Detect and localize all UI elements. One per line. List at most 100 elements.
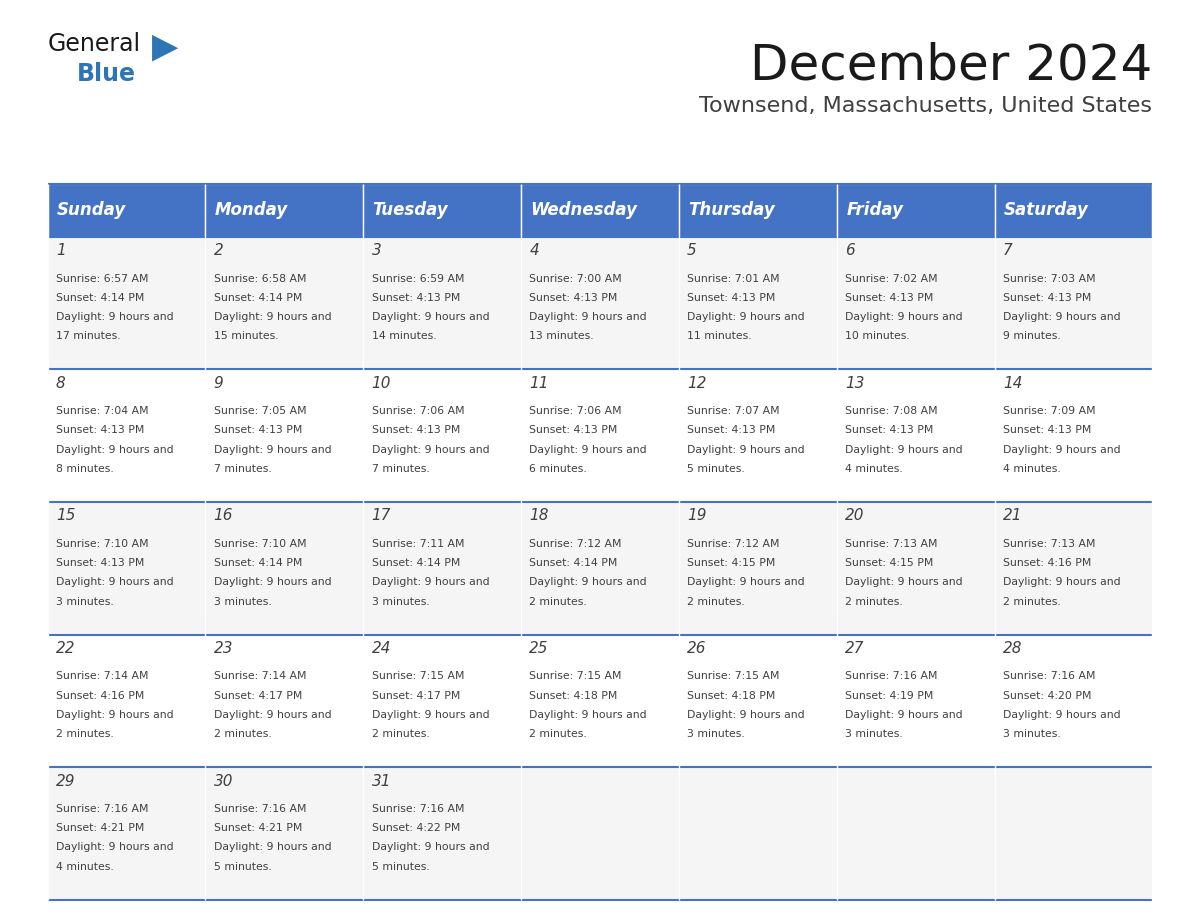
Bar <box>206 502 364 634</box>
Text: 18: 18 <box>530 509 549 523</box>
Text: 3 minutes.: 3 minutes. <box>56 597 114 607</box>
Text: 4 minutes.: 4 minutes. <box>56 862 114 871</box>
Text: 3 minutes.: 3 minutes. <box>1003 729 1061 739</box>
Text: Daylight: 9 hours and: Daylight: 9 hours and <box>1003 710 1120 720</box>
Text: Daylight: 9 hours and: Daylight: 9 hours and <box>1003 444 1120 454</box>
Text: Sunday: Sunday <box>57 201 126 219</box>
Text: 10: 10 <box>372 375 391 391</box>
Text: Daylight: 9 hours and: Daylight: 9 hours and <box>687 710 804 720</box>
Text: 29: 29 <box>56 774 75 789</box>
Bar <box>836 767 994 900</box>
Text: Sunrise: 7:15 AM: Sunrise: 7:15 AM <box>530 671 621 681</box>
Text: 4: 4 <box>530 243 539 258</box>
Text: Sunrise: 7:12 AM: Sunrise: 7:12 AM <box>530 539 621 549</box>
Text: Sunrise: 7:16 AM: Sunrise: 7:16 AM <box>845 671 937 681</box>
Polygon shape <box>152 35 178 62</box>
Text: 30: 30 <box>214 774 233 789</box>
Text: Tuesday: Tuesday <box>373 201 448 219</box>
Bar <box>994 634 1152 767</box>
Text: Sunset: 4:21 PM: Sunset: 4:21 PM <box>56 823 144 833</box>
Text: Daylight: 9 hours and: Daylight: 9 hours and <box>372 312 489 322</box>
Text: Sunset: 4:18 PM: Sunset: 4:18 PM <box>530 690 618 700</box>
Text: 16: 16 <box>214 509 233 523</box>
Bar <box>836 369 994 502</box>
Text: 3 minutes.: 3 minutes. <box>372 597 429 607</box>
Bar <box>522 502 678 634</box>
Text: 11 minutes.: 11 minutes. <box>687 331 752 341</box>
Text: 22: 22 <box>56 641 75 656</box>
Text: Daylight: 9 hours and: Daylight: 9 hours and <box>56 843 173 852</box>
Text: 8 minutes.: 8 minutes. <box>56 464 114 474</box>
Text: 5 minutes.: 5 minutes. <box>372 862 429 871</box>
Text: Sunrise: 6:59 AM: Sunrise: 6:59 AM <box>372 274 465 284</box>
Bar <box>48 184 206 237</box>
Text: Sunset: 4:19 PM: Sunset: 4:19 PM <box>845 690 934 700</box>
Text: 17: 17 <box>372 509 391 523</box>
Bar <box>48 369 206 502</box>
Text: Sunset: 4:22 PM: Sunset: 4:22 PM <box>372 823 460 833</box>
Text: 9 minutes.: 9 minutes. <box>1003 331 1061 341</box>
Text: Sunrise: 7:10 AM: Sunrise: 7:10 AM <box>214 539 307 549</box>
Bar <box>678 502 836 634</box>
Text: 3 minutes.: 3 minutes. <box>845 729 903 739</box>
Text: 28: 28 <box>1003 641 1023 656</box>
Text: Sunrise: 7:12 AM: Sunrise: 7:12 AM <box>687 539 779 549</box>
Text: General: General <box>48 32 140 56</box>
Text: Daylight: 9 hours and: Daylight: 9 hours and <box>372 577 489 588</box>
Text: Sunset: 4:15 PM: Sunset: 4:15 PM <box>845 558 934 568</box>
Text: Sunset: 4:13 PM: Sunset: 4:13 PM <box>530 293 618 303</box>
Text: 23: 23 <box>214 641 233 656</box>
Bar <box>522 369 678 502</box>
Text: Daylight: 9 hours and: Daylight: 9 hours and <box>687 444 804 454</box>
Bar <box>48 634 206 767</box>
Text: Daylight: 9 hours and: Daylight: 9 hours and <box>214 312 331 322</box>
Text: 15: 15 <box>56 509 75 523</box>
Bar <box>994 767 1152 900</box>
Text: 6 minutes.: 6 minutes. <box>530 464 587 474</box>
Text: Sunset: 4:14 PM: Sunset: 4:14 PM <box>56 293 144 303</box>
Text: Sunset: 4:13 PM: Sunset: 4:13 PM <box>1003 293 1092 303</box>
Text: Sunset: 4:18 PM: Sunset: 4:18 PM <box>687 690 776 700</box>
Text: 13 minutes.: 13 minutes. <box>530 331 594 341</box>
Text: 3: 3 <box>372 243 381 258</box>
Text: 11: 11 <box>530 375 549 391</box>
Text: Friday: Friday <box>846 201 903 219</box>
Text: Sunrise: 6:58 AM: Sunrise: 6:58 AM <box>214 274 307 284</box>
Text: 1: 1 <box>56 243 65 258</box>
Text: Daylight: 9 hours and: Daylight: 9 hours and <box>1003 577 1120 588</box>
Text: Daylight: 9 hours and: Daylight: 9 hours and <box>214 843 331 852</box>
Text: 4 minutes.: 4 minutes. <box>1003 464 1061 474</box>
Text: Sunset: 4:15 PM: Sunset: 4:15 PM <box>687 558 776 568</box>
Text: Sunrise: 7:16 AM: Sunrise: 7:16 AM <box>214 804 307 813</box>
Text: Thursday: Thursday <box>688 201 775 219</box>
Text: 2 minutes.: 2 minutes. <box>214 729 271 739</box>
Text: 5 minutes.: 5 minutes. <box>214 862 271 871</box>
Text: Sunset: 4:14 PM: Sunset: 4:14 PM <box>530 558 618 568</box>
Text: Sunset: 4:13 PM: Sunset: 4:13 PM <box>56 425 144 435</box>
Text: Sunrise: 7:07 AM: Sunrise: 7:07 AM <box>687 406 779 416</box>
Bar <box>364 767 522 900</box>
Text: Sunset: 4:14 PM: Sunset: 4:14 PM <box>214 558 302 568</box>
Text: 3 minutes.: 3 minutes. <box>214 597 271 607</box>
Text: Daylight: 9 hours and: Daylight: 9 hours and <box>845 710 962 720</box>
Bar <box>522 767 678 900</box>
Text: Sunrise: 7:16 AM: Sunrise: 7:16 AM <box>1003 671 1095 681</box>
Text: Sunset: 4:14 PM: Sunset: 4:14 PM <box>214 293 302 303</box>
Text: Sunset: 4:13 PM: Sunset: 4:13 PM <box>372 293 460 303</box>
Bar <box>994 237 1152 369</box>
Text: 3 minutes.: 3 minutes. <box>687 729 745 739</box>
Bar <box>994 369 1152 502</box>
Bar <box>48 502 206 634</box>
Text: 17 minutes.: 17 minutes. <box>56 331 120 341</box>
Text: 19: 19 <box>687 509 707 523</box>
Text: Sunset: 4:13 PM: Sunset: 4:13 PM <box>845 425 934 435</box>
Bar <box>364 369 522 502</box>
Text: Wednesday: Wednesday <box>531 201 638 219</box>
Text: Sunrise: 7:05 AM: Sunrise: 7:05 AM <box>214 406 307 416</box>
Text: Daylight: 9 hours and: Daylight: 9 hours and <box>845 444 962 454</box>
Text: December 2024: December 2024 <box>750 41 1152 89</box>
Text: Daylight: 9 hours and: Daylight: 9 hours and <box>56 710 173 720</box>
Text: Sunset: 4:17 PM: Sunset: 4:17 PM <box>214 690 302 700</box>
Text: Daylight: 9 hours and: Daylight: 9 hours and <box>56 312 173 322</box>
Text: 26: 26 <box>687 641 707 656</box>
